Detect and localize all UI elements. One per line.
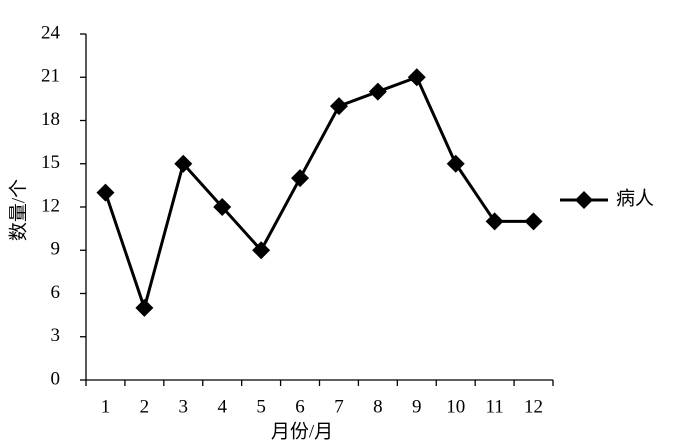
point-marker — [291, 169, 310, 188]
x-tick-label: 8 — [373, 396, 383, 417]
x-tick-label: 1 — [101, 396, 111, 417]
point-marker — [329, 97, 348, 116]
y-tick-label: 3 — [51, 325, 61, 346]
point-marker — [368, 82, 387, 101]
x-tick-label: 9 — [412, 396, 422, 417]
x-tick-label: 7 — [334, 396, 344, 417]
x-axis-title: 月份/月 — [271, 420, 333, 442]
x-tick-label: 6 — [295, 396, 305, 417]
point-marker — [174, 154, 193, 173]
x-tick-label: 5 — [256, 396, 266, 417]
legend-label: 病人 — [616, 187, 654, 209]
y-tick-label: 18 — [41, 109, 60, 130]
point-marker — [524, 212, 543, 231]
y-axis-title: 数量/个 — [7, 179, 29, 241]
y-tick-label: 9 — [51, 239, 61, 260]
series-line — [104, 75, 534, 314]
y-tick-label: 6 — [51, 282, 61, 303]
point-marker — [407, 68, 426, 87]
point-marker — [135, 298, 154, 317]
y-tick-label: 15 — [41, 152, 60, 173]
point-marker — [485, 212, 504, 231]
x-tick-label: 3 — [179, 396, 189, 417]
point-marker — [252, 241, 271, 260]
x-tick-label: 12 — [524, 396, 543, 417]
y-tick-label: 24 — [41, 22, 61, 43]
point-marker — [213, 198, 232, 216]
y-tick-label: 0 — [51, 368, 61, 389]
legend-marker — [575, 191, 593, 209]
x-tick-label: 4 — [217, 396, 227, 417]
y-tick-label: 12 — [41, 195, 60, 216]
point-marker — [96, 183, 115, 202]
x-tick-label: 11 — [485, 396, 503, 417]
x-tick-label: 10 — [446, 396, 465, 417]
y-tick-label: 21 — [41, 66, 60, 87]
x-tick-label: 2 — [140, 396, 150, 417]
point-marker — [446, 154, 465, 173]
